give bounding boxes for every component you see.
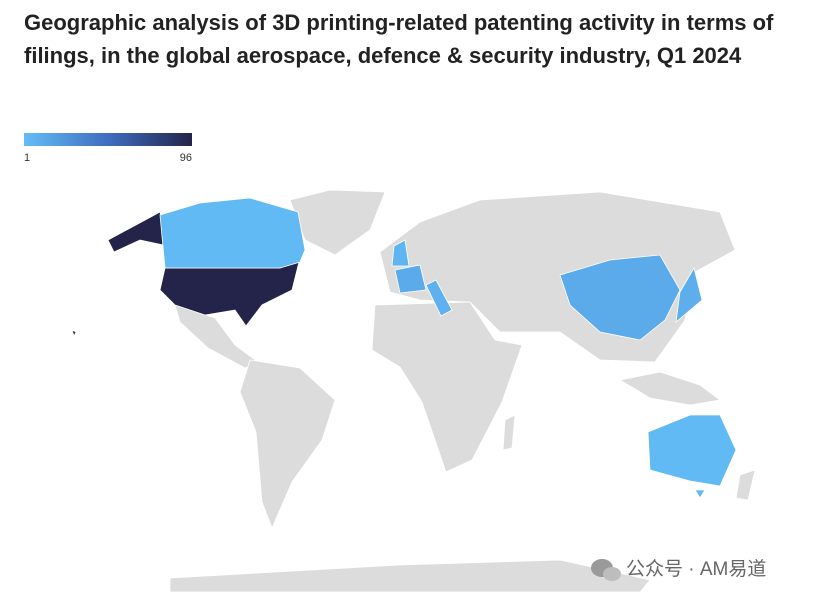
- legend-bar: [24, 133, 192, 146]
- legend-min: 1: [24, 152, 30, 164]
- region: [425, 279, 453, 317]
- watermark: 公众号 · AM易道: [591, 558, 766, 581]
- chart-title: Geographic analysis of 3D printing-relat…: [24, 10, 774, 68]
- region: [694, 489, 706, 499]
- region: [647, 414, 737, 487]
- region: [394, 264, 427, 294]
- region: [391, 239, 410, 267]
- region: [559, 254, 681, 341]
- region: [159, 197, 306, 269]
- regions: [71, 197, 737, 499]
- region: [107, 211, 169, 253]
- region: [71, 329, 77, 338]
- legend-max: 96: [180, 152, 192, 164]
- region: [675, 266, 703, 323]
- watermark-text: 公众号 · AM易道: [626, 558, 766, 580]
